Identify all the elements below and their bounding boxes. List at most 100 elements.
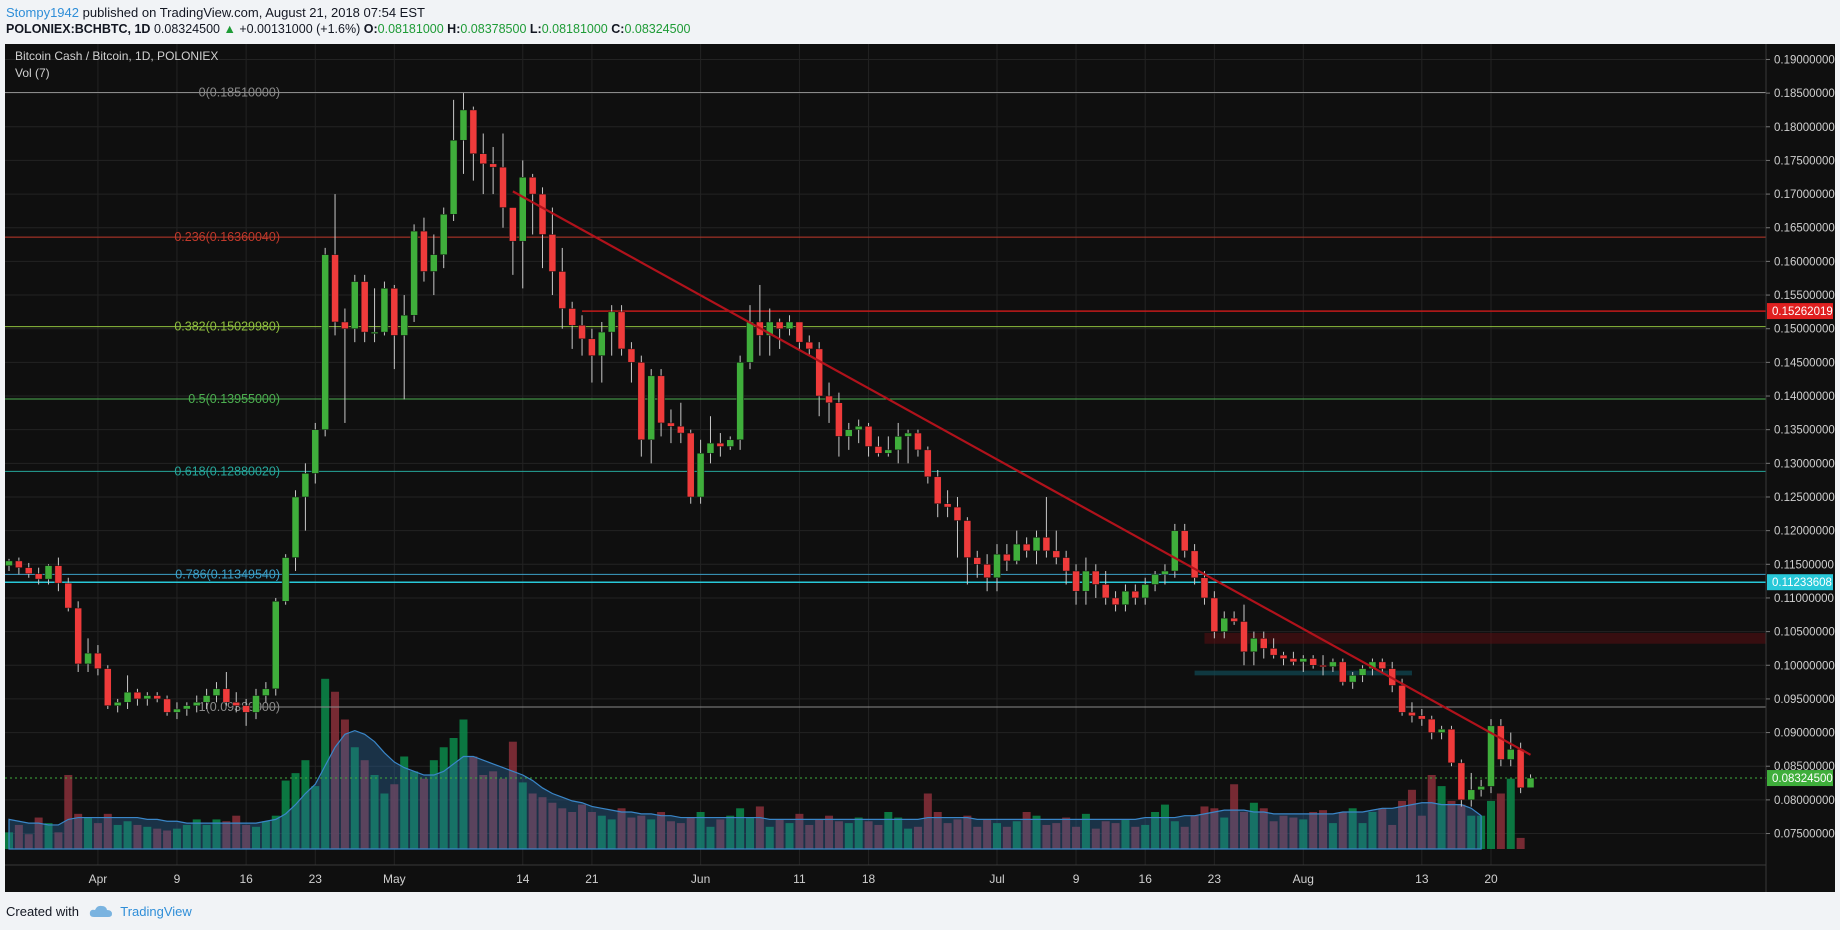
candle[interactable] — [390, 284, 399, 370]
candle[interactable] — [499, 133, 507, 228]
candle[interactable] — [311, 422, 320, 484]
candle[interactable] — [1171, 523, 1179, 578]
candle[interactable] — [835, 392, 843, 457]
candle[interactable] — [1279, 651, 1288, 666]
candle[interactable] — [1250, 631, 1258, 666]
candle[interactable] — [1101, 571, 1110, 605]
candle[interactable] — [1052, 530, 1061, 565]
candle[interactable] — [113, 698, 122, 713]
candle[interactable] — [548, 207, 557, 296]
candle[interactable] — [1309, 655, 1317, 669]
candle[interactable] — [1190, 544, 1199, 585]
candle[interactable] — [677, 402, 685, 444]
candle[interactable] — [242, 698, 250, 726]
candle[interactable] — [736, 355, 744, 450]
candle[interactable] — [351, 274, 359, 343]
candle[interactable] — [232, 692, 240, 713]
candle[interactable] — [1111, 591, 1120, 612]
candle[interactable] — [173, 702, 181, 720]
candle[interactable] — [716, 433, 725, 457]
candle[interactable] — [943, 490, 952, 518]
candle[interactable] — [726, 436, 734, 450]
candle[interactable] — [578, 315, 586, 356]
candle[interactable] — [825, 382, 833, 423]
candle[interactable] — [983, 554, 991, 592]
candle[interactable] — [1003, 544, 1011, 572]
candle[interactable] — [360, 274, 369, 343]
candle[interactable] — [1319, 655, 1327, 676]
candle[interactable] — [1210, 591, 1219, 639]
candle[interactable] — [953, 496, 962, 558]
candle[interactable] — [1477, 779, 1485, 797]
candle[interactable] — [252, 688, 260, 720]
resistance-zone[interactable] — [1204, 632, 1766, 644]
candle[interactable] — [815, 342, 823, 417]
candle[interactable] — [924, 446, 932, 484]
candle[interactable] — [370, 288, 379, 343]
candle[interactable] — [1289, 651, 1298, 666]
candle[interactable] — [301, 463, 310, 531]
candle[interactable] — [617, 305, 626, 356]
candle[interactable] — [933, 470, 942, 518]
candle[interactable] — [1082, 557, 1090, 605]
candle[interactable] — [1042, 496, 1051, 558]
candle[interactable] — [785, 315, 794, 336]
candle[interactable] — [212, 682, 221, 703]
candle[interactable] — [1260, 631, 1268, 659]
candle[interactable] — [459, 93, 468, 174]
candle[interactable] — [54, 557, 63, 592]
candle[interactable] — [627, 342, 636, 383]
candle[interactable] — [538, 187, 547, 269]
candle[interactable] — [864, 422, 873, 457]
tradingview-brand[interactable]: TradingView — [120, 904, 192, 919]
candle[interactable] — [884, 436, 893, 457]
candle[interactable] — [281, 554, 290, 605]
candle[interactable] — [331, 194, 339, 336]
candle[interactable] — [775, 318, 784, 349]
candle[interactable] — [1072, 564, 1080, 605]
candle[interactable] — [854, 419, 863, 444]
candle[interactable] — [1151, 571, 1159, 592]
candle[interactable] — [993, 544, 1001, 592]
candle[interactable] — [430, 234, 438, 296]
candle[interactable] — [1220, 611, 1228, 639]
candle[interactable] — [380, 281, 389, 336]
candle[interactable] — [1487, 719, 1495, 794]
candle[interactable] — [1131, 584, 1140, 605]
candle[interactable] — [64, 577, 73, 612]
candle[interactable] — [1240, 604, 1248, 666]
candle[interactable] — [469, 106, 478, 181]
candle[interactable] — [1161, 564, 1169, 585]
candle[interactable] — [104, 665, 112, 710]
candle[interactable] — [1200, 571, 1209, 605]
candle[interactable] — [1526, 774, 1535, 788]
candle[interactable] — [94, 645, 102, 676]
candle[interactable] — [1418, 709, 1426, 726]
candle[interactable] — [1497, 719, 1505, 767]
candle[interactable] — [291, 490, 300, 572]
candle[interactable] — [1378, 658, 1387, 672]
candle[interactable] — [1013, 530, 1021, 565]
candle[interactable] — [1269, 638, 1278, 659]
candle[interactable] — [509, 207, 517, 275]
candle[interactable] — [588, 328, 596, 383]
candle[interactable] — [1180, 523, 1189, 558]
candle[interactable] — [558, 247, 567, 329]
candle[interactable] — [598, 321, 606, 383]
candle[interactable] — [25, 562, 33, 578]
candle[interactable] — [1437, 725, 1446, 740]
candle[interactable] — [420, 217, 428, 282]
candle[interactable] — [637, 355, 646, 457]
candle[interactable] — [449, 99, 458, 222]
candle[interactable] — [272, 597, 280, 696]
candle[interactable] — [489, 146, 497, 195]
candle[interactable] — [341, 308, 349, 423]
candle[interactable] — [183, 702, 191, 716]
candle[interactable] — [123, 675, 132, 710]
candle[interactable] — [439, 207, 448, 269]
candle[interactable] — [904, 429, 912, 464]
candle[interactable] — [84, 638, 92, 672]
candle[interactable] — [1299, 655, 1308, 672]
candle[interactable] — [5, 558, 13, 572]
candle[interactable] — [34, 567, 43, 585]
